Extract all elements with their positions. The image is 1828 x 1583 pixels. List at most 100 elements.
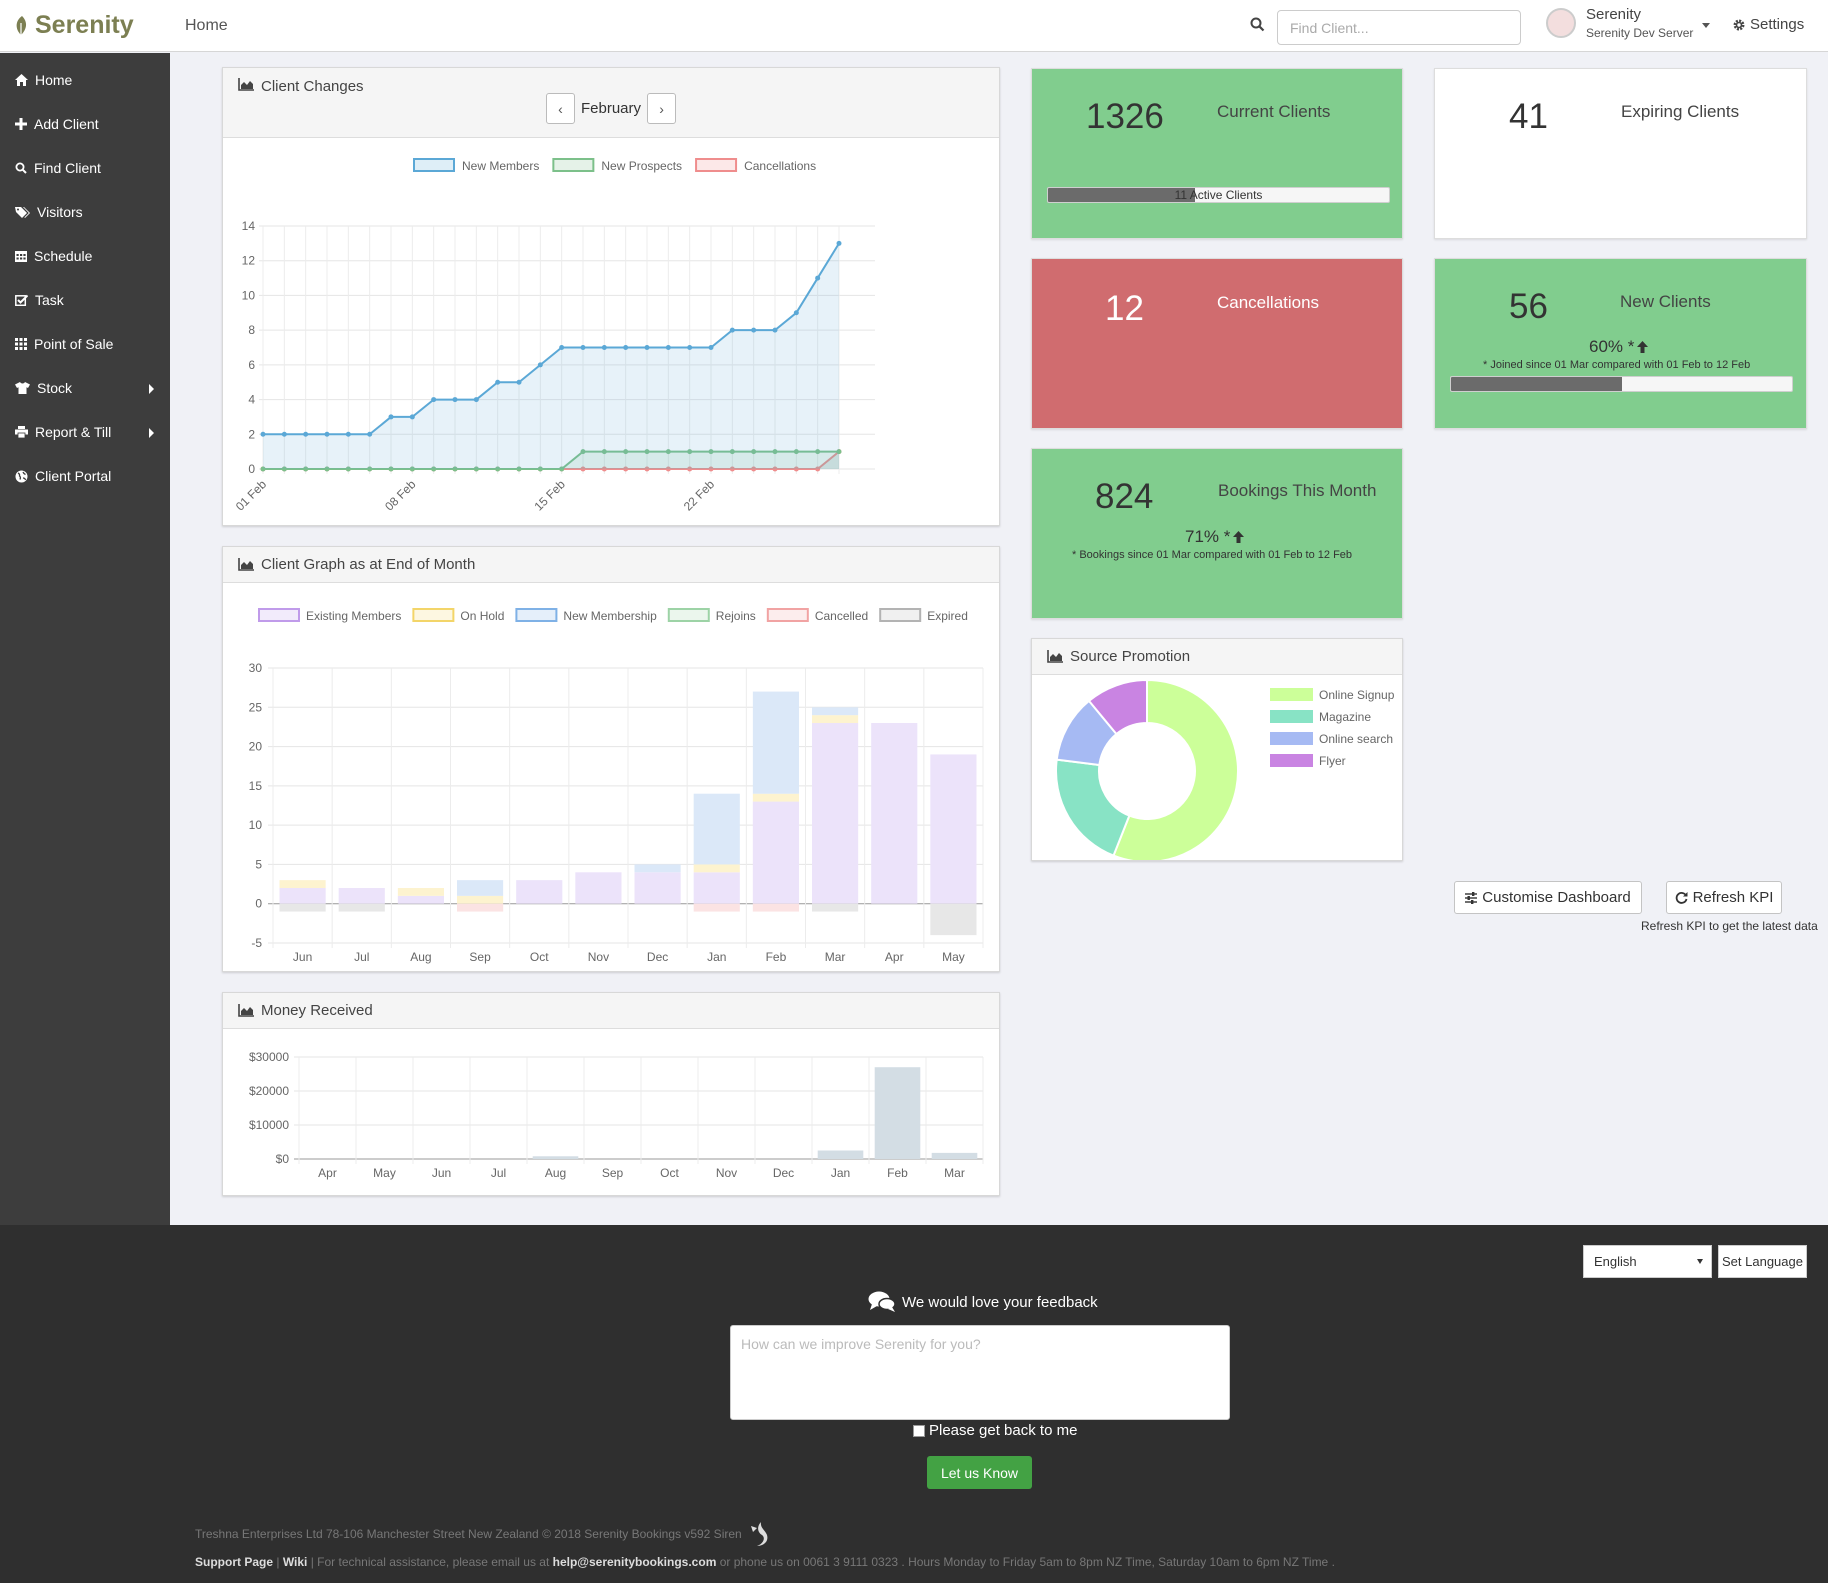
kpi-value: 12 <box>1105 289 1144 328</box>
legend-label: Existing Members <box>306 609 401 623</box>
sidebar-item-schedule[interactable]: Schedule <box>0 234 170 278</box>
bar <box>532 1156 579 1159</box>
feedback-textarea[interactable] <box>730 1325 1230 1420</box>
data-point <box>452 466 458 472</box>
data-point <box>772 449 778 455</box>
x-tick-label: Jan <box>831 1166 850 1180</box>
top-home-link[interactable]: Home <box>185 17 228 34</box>
set-language-button[interactable]: Set Language <box>1718 1245 1807 1278</box>
data-point <box>751 449 757 455</box>
data-point <box>495 379 501 385</box>
calendar-icon <box>15 251 27 262</box>
client-graph-panel: Client Graph as at End of Month -5 0 5 10 15… <box>222 546 1000 972</box>
legend-swatch <box>1270 754 1313 767</box>
siren-logo-icon <box>750 1522 768 1546</box>
data-point <box>708 449 714 455</box>
bar-segment <box>516 880 563 904</box>
kpi-expiring-clients[interactable]: 41 Expiring Clients <box>1434 68 1807 239</box>
kpi-label: Cancellations <box>1217 293 1320 312</box>
data-point <box>303 466 309 472</box>
data-point <box>537 362 543 368</box>
refresh-note: Refresh KPI to get the latest data <box>1641 919 1818 933</box>
footer: English Set Language We would love your … <box>0 1225 1828 1583</box>
sidebar-item-stock[interactable]: Stock <box>0 366 170 410</box>
support-email-link[interactable]: help@serenitybookings.com <box>552 1555 717 1569</box>
data-point <box>687 449 693 455</box>
data-point <box>729 449 735 455</box>
client-changes-chart: 0 2 4 6 8 10 12 14 01 Feb 08 Feb 15 Feb 22 Feb New M… <box>233 158 875 514</box>
y-tick-label: 6 <box>248 358 255 372</box>
user-name: Serenity <box>1586 6 1642 23</box>
x-tick-label: Oct <box>660 1166 679 1180</box>
customise-label: Customise Dashboard <box>1482 889 1631 906</box>
data-point <box>431 466 437 472</box>
kpi-label: New Clients <box>1620 292 1711 311</box>
brand-logo[interactable]: Serenity <box>13 11 134 40</box>
chevron-down-icon[interactable] <box>1702 23 1710 28</box>
kpi-cancellations[interactable]: 12 Cancellations <box>1031 258 1403 429</box>
data-point <box>409 414 415 420</box>
bar-segment <box>338 903 385 912</box>
sidebar-item-find-client[interactable]: Find Client <box>0 146 170 190</box>
user-menu[interactable]: Serenity Serenity Dev Server <box>1546 6 1693 40</box>
find-client-input[interactable] <box>1277 10 1521 45</box>
data-point <box>815 466 821 472</box>
sidebar-item-add-client[interactable]: Add Client <box>0 102 170 146</box>
leaf-icon <box>16 15 27 35</box>
client-graph-chart: -5 0 5 10 15 20 25 30 Jun Jul Aug Sep Oct Nov Dec Jan Fe… <box>249 608 984 964</box>
area-chart-icon <box>1047 650 1063 663</box>
bar-segment <box>693 872 740 904</box>
x-tick-label: May <box>942 950 965 964</box>
plus-icon <box>15 118 27 130</box>
language-select[interactable]: English <box>1583 1245 1712 1278</box>
x-tick-label: Feb <box>766 950 787 964</box>
data-point <box>708 345 714 350</box>
sidebar-item-point-of-sale[interactable]: Point of Sale <box>0 322 170 366</box>
new-clients-bar-fill <box>1451 377 1622 391</box>
prev-month-button[interactable]: ‹ <box>546 93 575 124</box>
kpi-percent-value: 71% * <box>1185 527 1231 546</box>
sidebar-item-report-till[interactable]: Report & Till <box>0 410 170 454</box>
sidebar-item-home[interactable]: Home <box>0 58 170 102</box>
refresh-kpi-button[interactable]: Refresh KPI <box>1666 881 1782 914</box>
x-tick-label: Nov <box>588 950 609 964</box>
customise-dashboard-button[interactable]: Customise Dashboard <box>1454 881 1642 914</box>
kpi-bookings[interactable]: 824 Bookings This Month 71% * * Bookings… <box>1031 448 1403 619</box>
legend-label: Flyer <box>1319 754 1346 768</box>
data-point <box>559 466 565 472</box>
sidebar-item-client-portal[interactable]: Client Portal <box>0 454 170 498</box>
tags-icon <box>15 206 30 218</box>
month-navigator: ‹ February › <box>546 93 677 124</box>
bar-segment <box>634 872 681 904</box>
x-tick-label: Aug <box>545 1166 566 1180</box>
x-tick-label: Apr <box>318 1166 337 1180</box>
y-tick-label: $10000 <box>249 1118 289 1132</box>
active-clients-bar: 11 Active Clients <box>1047 187 1390 203</box>
pie-slice <box>1087 678 1148 736</box>
wiki-link[interactable]: Wiki <box>282 1555 308 1569</box>
globe-icon <box>15 470 28 482</box>
settings-menu[interactable]: Settings <box>1732 16 1804 33</box>
client-changes-panel: Client Changes ‹ February › 0 2 4 6 8 10 12 14 0… <box>222 67 1000 526</box>
kpi-current-clients[interactable]: 1326 Current Clients 11 Active Clients <box>1031 68 1403 239</box>
series-line <box>263 450 839 470</box>
support-page-link[interactable]: Support Page <box>195 1555 274 1569</box>
next-month-button[interactable]: › <box>647 93 677 124</box>
legend-label: Online search <box>1319 732 1393 746</box>
kpi-note: * Joined since 01 Mar compared with 01 F… <box>1483 359 1751 371</box>
y-tick-label: $30000 <box>249 1050 289 1064</box>
get-back-checkbox[interactable] <box>913 1424 925 1437</box>
x-tick-label: Apr <box>885 950 904 964</box>
legend-swatch <box>258 608 300 622</box>
data-point <box>793 449 799 455</box>
data-point <box>836 240 842 246</box>
data-point <box>729 327 735 333</box>
sidebar-item-visitors[interactable]: Visitors <box>0 190 170 234</box>
data-point <box>644 466 650 472</box>
kpi-new-clients[interactable]: 56 New Clients 60% * * Joined since 01 M… <box>1434 258 1807 429</box>
sidebar-item-task[interactable]: Task <box>0 278 170 322</box>
let-us-know-button[interactable]: Let us Know <box>927 1456 1032 1489</box>
search-icon[interactable] <box>1250 17 1265 32</box>
x-tick-label: Jan <box>707 950 726 964</box>
x-tick-label: Mar <box>944 1166 965 1180</box>
